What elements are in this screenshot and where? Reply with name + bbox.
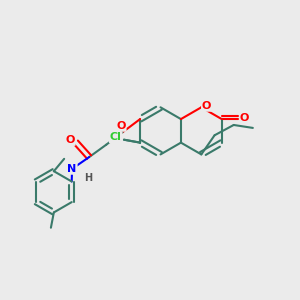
Text: O: O	[240, 112, 249, 123]
Text: H: H	[84, 173, 92, 183]
Text: O: O	[116, 121, 126, 131]
Text: O: O	[65, 135, 75, 145]
Text: N: N	[68, 164, 77, 174]
Text: O: O	[202, 101, 211, 111]
Text: Cl: Cl	[110, 132, 122, 142]
